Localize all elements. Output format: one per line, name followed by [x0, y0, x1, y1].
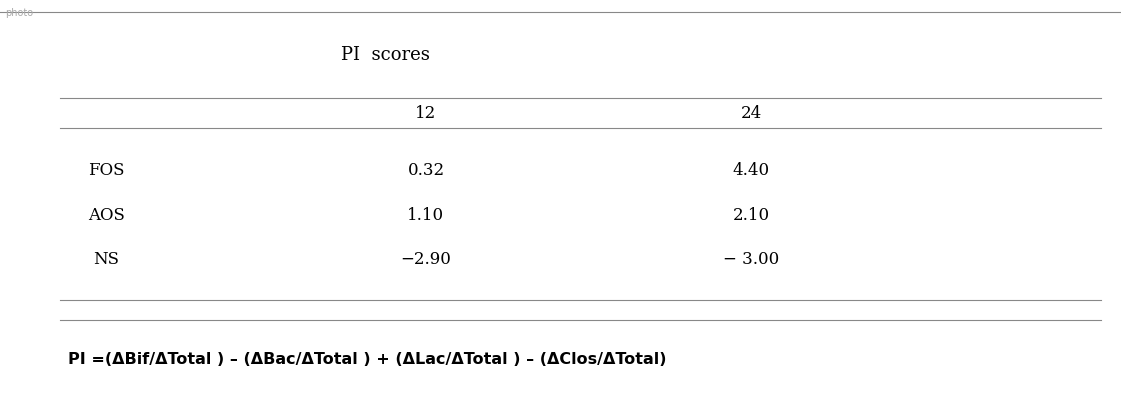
Text: 12: 12 [416, 105, 436, 122]
Text: 0.32: 0.32 [407, 162, 445, 178]
Text: 24: 24 [741, 105, 761, 122]
Text: 1.10: 1.10 [407, 206, 445, 223]
Text: FOS: FOS [89, 162, 124, 178]
Text: PI =(ΔBif/ΔTotal ) – (ΔBac/ΔTotal ) + (ΔLac/ΔTotal ) – (ΔClos/ΔTotal): PI =(ΔBif/ΔTotal ) – (ΔBac/ΔTotal ) + (Δ… [68, 353, 667, 368]
Text: PI  scores: PI scores [341, 46, 429, 64]
Text: photo: photo [4, 8, 34, 18]
Text: 4.40: 4.40 [732, 162, 770, 178]
Text: −2.90: −2.90 [400, 251, 452, 269]
Text: − 3.00: − 3.00 [723, 251, 779, 269]
Text: AOS: AOS [89, 206, 124, 223]
Text: 2.10: 2.10 [732, 206, 770, 223]
Text: NS: NS [93, 251, 120, 269]
